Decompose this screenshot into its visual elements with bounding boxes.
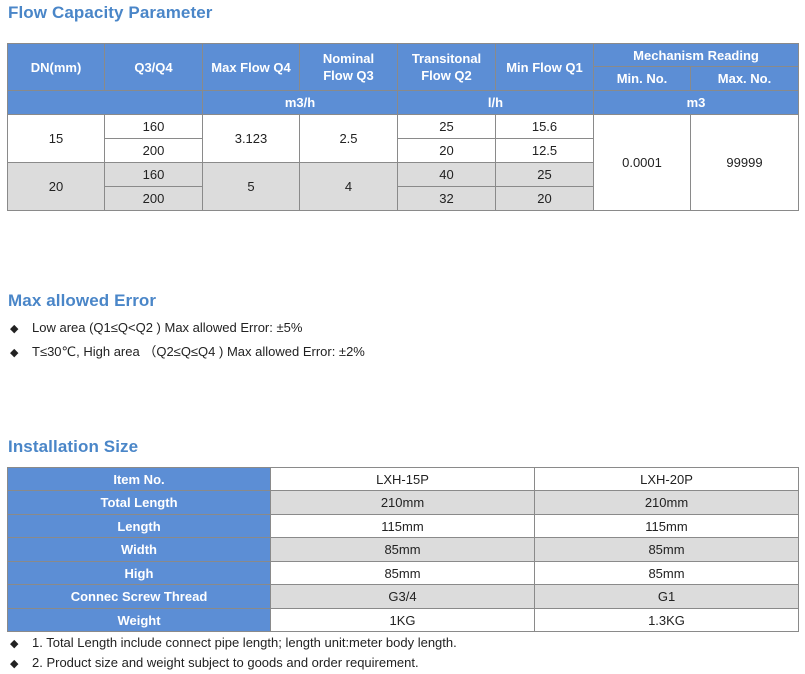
installation-size-table: Item No. LXH-15P LXH-20P Total Length 21…	[7, 467, 799, 632]
header-max-no: Max. No.	[689, 66, 800, 91]
max-no-cell: 99999	[689, 114, 800, 211]
q3q4-cell: 160	[104, 162, 203, 187]
header-min-no: Min. No.	[593, 66, 691, 91]
diamond-bullet-icon: ◆	[10, 658, 19, 670]
lxh20-cell: 85mm	[534, 537, 799, 562]
install-section-title: Installation Size	[8, 437, 139, 456]
lxh15-cell: 1KG	[270, 608, 535, 632]
lxh20-cell: 210mm	[534, 490, 799, 515]
q1-cell: 12.5	[495, 138, 594, 163]
table-row: Weight 1KG 1.3KG	[7, 608, 799, 632]
q2-cell: 25	[397, 114, 496, 139]
row-label: Length	[7, 514, 271, 538]
diamond-bullet-icon: ◆	[10, 638, 19, 650]
header-q3q4: Q3/Q4	[104, 43, 203, 91]
table-row: Total Length 210mm 210mm	[7, 490, 799, 515]
row-label: Total Length	[7, 490, 271, 515]
lxh20-cell: 1.3KG	[534, 608, 799, 632]
lxh20-cell: LXH-20P	[534, 467, 799, 491]
error-item-text: T≤30℃, High area （Q2≤Q≤Q4 ) Max allowed …	[32, 344, 365, 359]
error-item-text: Low area (Q1≤Q<Q2 ) Max allowed Error: ±…	[32, 320, 303, 335]
header-unit-m3h: m3/h	[202, 90, 398, 115]
list-item: ◆ Low area (Q1≤Q<Q2 ) Max allowed Error: …	[10, 318, 365, 342]
q1-cell: 15.6	[495, 114, 594, 139]
row-label: Width	[7, 537, 271, 562]
diamond-bullet-icon: ◆	[10, 347, 19, 359]
flow-capacity-table: DN(mm) Q3/Q4 Max Flow Q4 Nominal Flow Q3…	[7, 43, 800, 211]
dn-cell: 20	[7, 162, 105, 211]
header-mechanism-reading: Mechanism Reading	[592, 43, 800, 67]
table-row: 20 160 5 4 40 25	[7, 162, 799, 211]
row-label: Weight	[7, 608, 271, 632]
nominal-flow-cell: 4	[299, 162, 398, 211]
table-row: 200 32 20	[8, 186, 799, 211]
table-row: Connec Screw Thread G3/4 G1	[7, 584, 799, 609]
lxh20-cell: G1	[534, 584, 799, 609]
header-unit-empty	[7, 90, 203, 115]
q3q4-cell: 200	[104, 138, 203, 163]
max-flow-cell: 3.123	[202, 114, 300, 163]
table-row: 15 160 3.123 2.5 25 15.6 0.0001 99999	[7, 114, 800, 211]
table-row: Length 115mm 115mm	[7, 514, 799, 538]
lxh15-cell: 210mm	[270, 490, 535, 515]
header-transitional-flow: Transitonal Flow Q2	[397, 43, 496, 91]
lxh20-cell: 115mm	[534, 514, 799, 538]
header-min-flow: Min Flow Q1	[495, 43, 594, 91]
list-item: ◆ 2. Product size and weight subject to g…	[10, 654, 457, 674]
install-notes: ◆ 1. Total Length include connect pipe le…	[10, 634, 457, 674]
row-label: Item No.	[7, 467, 271, 491]
q2-cell: 40	[397, 162, 496, 187]
row-label: Connec Screw Thread	[7, 584, 271, 609]
header-unit-lh: l/h	[397, 90, 594, 115]
note-text: 1. Total Length include connect pipe len…	[32, 635, 457, 650]
table-row: High 85mm 85mm	[7, 561, 799, 585]
max-flow-cell: 5	[202, 162, 300, 211]
error-section-title: Max allowed Error	[8, 291, 157, 310]
q1-cell: 20	[495, 186, 594, 211]
table-row: 200 20 12.5	[8, 138, 799, 163]
min-no-cell: 0.0001	[593, 114, 691, 211]
header-max-flow: Max Flow Q4	[202, 43, 300, 91]
diamond-bullet-icon: ◆	[10, 323, 19, 335]
row-label: High	[7, 561, 271, 585]
header-nominal-flow: Nominal Flow Q3	[299, 43, 398, 91]
header-dn: DN(mm)	[7, 43, 105, 91]
lxh20-cell: 85mm	[534, 561, 799, 585]
table-row: Width 85mm 85mm	[7, 537, 799, 562]
table-row: Item No. LXH-15P LXH-20P	[7, 467, 799, 491]
header-unit-m3: m3	[592, 90, 800, 115]
q3q4-cell: 160	[104, 114, 203, 139]
lxh15-cell: 115mm	[270, 514, 535, 538]
error-list: ◆ Low area (Q1≤Q<Q2 ) Max allowed Error: …	[10, 318, 365, 366]
nominal-flow-cell: 2.5	[299, 114, 398, 163]
flow-section-title: Flow Capacity Parameter	[8, 3, 213, 22]
note-text: 2. Product size and weight subject to go…	[32, 655, 419, 670]
list-item: ◆ T≤30℃, High area （Q2≤Q≤Q4 ) Max allowed…	[10, 342, 365, 366]
lxh15-cell: G3/4	[270, 584, 535, 609]
q1-cell: 25	[495, 162, 594, 187]
lxh15-cell: 85mm	[270, 537, 535, 562]
q2-cell: 32	[397, 186, 496, 211]
q2-cell: 20	[397, 138, 496, 163]
list-item: ◆ 1. Total Length include connect pipe le…	[10, 634, 457, 654]
lxh15-cell: LXH-15P	[270, 467, 535, 491]
lxh15-cell: 85mm	[270, 561, 535, 585]
dn-cell: 15	[7, 114, 105, 163]
q3q4-cell: 200	[104, 186, 203, 211]
